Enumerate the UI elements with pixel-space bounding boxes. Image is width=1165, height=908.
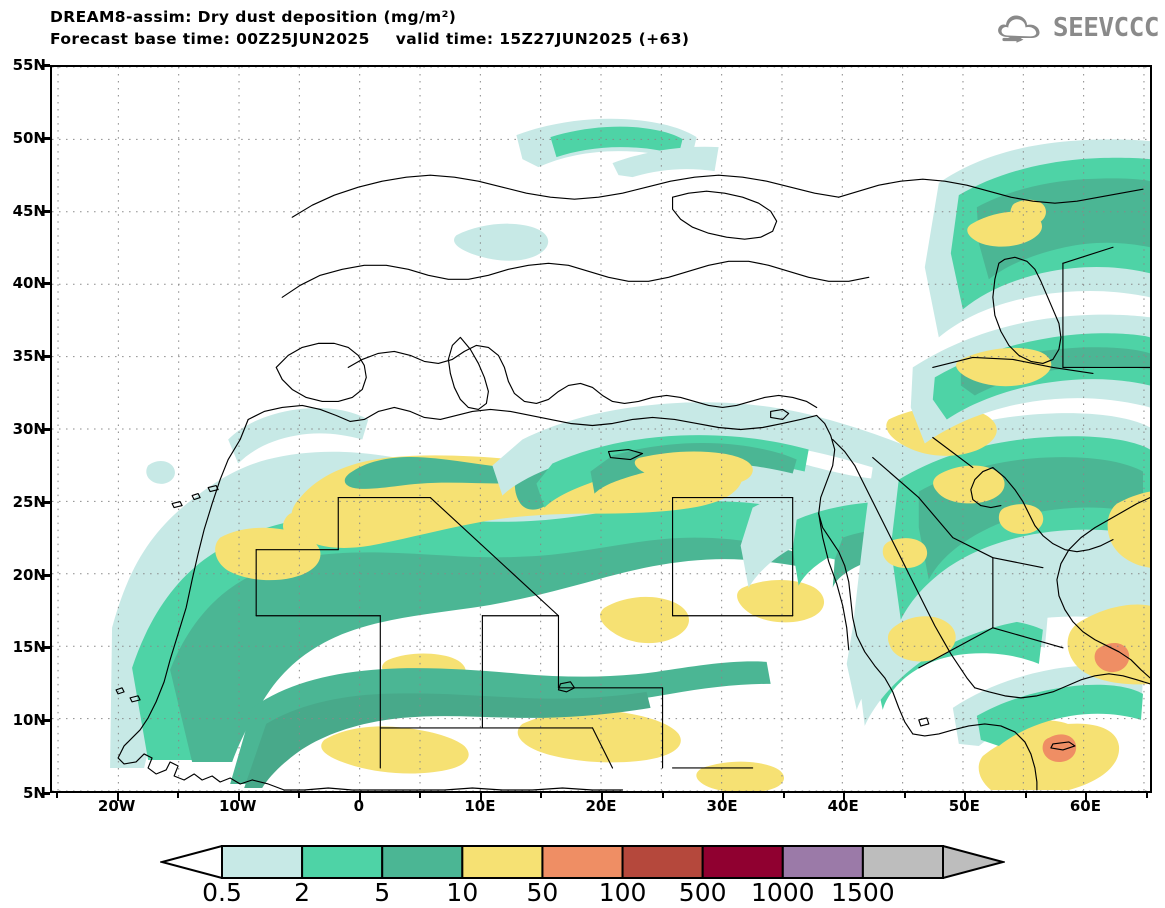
colorbar-tick-label: 1500	[831, 878, 895, 907]
x-axis-tick	[843, 792, 846, 801]
colorbar-band	[861, 845, 945, 879]
colorbar-tick-label: 100	[598, 878, 647, 907]
colorbar-tick-label: 500	[678, 878, 727, 907]
colorbar-tick-label: 2	[294, 878, 311, 907]
x-axis-tick-label: 20W	[97, 797, 136, 815]
colorbar-band	[541, 845, 624, 879]
y-axis-tick	[41, 65, 50, 67]
y-axis-tick	[41, 210, 50, 213]
x-axis-tick	[479, 792, 482, 801]
colorbar-tick-label: 10	[446, 878, 479, 907]
y-axis-tick-label: 35N	[12, 347, 46, 366]
x-axis-tick	[177, 792, 180, 798]
y-axis-tick-label: 30N	[12, 420, 46, 438]
colorbar-under-arrow	[160, 845, 223, 879]
dust-deposition-field	[52, 67, 1150, 791]
y-axis-tick	[41, 720, 50, 723]
colorbar-band	[621, 845, 704, 879]
x-axis-tick-label: 30E	[706, 797, 738, 815]
y-axis-tick-label: 10N	[12, 711, 46, 730]
y-axis-tick-label: 45N	[12, 201, 46, 220]
colorbar-tick-label: 1000	[750, 878, 815, 907]
x-axis-tick-label: 60E	[1069, 797, 1101, 815]
forecast-valid-time: valid time: 15Z27JUN2025 (+63)	[395, 30, 690, 48]
x-axis-tick	[358, 792, 361, 801]
x-axis-tick	[903, 792, 906, 798]
y-axis-tick	[41, 574, 50, 577]
x-axis-tick-label: 40E	[827, 797, 859, 815]
colorbar-band	[781, 845, 864, 879]
colorbar	[160, 845, 1005, 879]
y-axis-tick	[41, 137, 50, 140]
contour-fill-layer	[110, 118, 1150, 791]
x-axis-tick-label: 50E	[948, 797, 980, 815]
logo-text: SEEVCCC	[1052, 13, 1160, 43]
header-line-2: Forecast base time: 00Z25JUN2025 valid ti…	[50, 28, 950, 50]
colorbar-tick-label: 50	[526, 878, 559, 907]
x-axis-tick-label: 0	[353, 797, 365, 815]
x-axis-tick	[782, 792, 785, 798]
y-axis-tick	[41, 793, 50, 795]
colorbar-tick-label: 0.5	[202, 878, 242, 907]
x-axis-tick	[1024, 792, 1027, 798]
x-axis-tick	[56, 792, 59, 798]
y-axis-tick-label: 50N	[12, 128, 46, 147]
seevccc-logo: SEEVCCC	[994, 8, 1160, 48]
x-axis-tick	[964, 792, 967, 801]
colorbar-band	[701, 845, 784, 879]
y-axis-tick	[41, 429, 50, 431]
x-axis-tick	[540, 792, 543, 798]
x-axis-tick	[116, 792, 119, 801]
y-axis-tick-label: 25N	[12, 492, 46, 511]
x-axis-tick	[237, 792, 240, 801]
x-axis-tick-label: 20E	[585, 797, 617, 815]
y-axis-tick	[41, 283, 50, 286]
y-axis-tick-label: 40N	[12, 274, 46, 293]
y-axis-tick-label: 5N	[23, 784, 46, 802]
colorbar-over-arrow	[942, 845, 1005, 879]
y-axis-tick	[41, 356, 50, 359]
cloud-wind-icon	[997, 15, 1040, 43]
x-axis-tick	[419, 792, 422, 798]
x-axis-tick	[1085, 792, 1088, 801]
x-axis-tick	[1145, 792, 1148, 798]
x-axis-tick-label: 10E	[464, 797, 496, 815]
y-axis-tick	[41, 647, 50, 650]
colorbar-band	[381, 845, 464, 879]
y-axis-tick-label: 20N	[12, 565, 46, 584]
x-axis-tick-label: 10W	[218, 797, 257, 815]
y-axis-tick	[41, 501, 50, 504]
map-plot-area	[50, 65, 1152, 793]
colorbar-band	[461, 845, 544, 879]
x-axis-tick	[298, 792, 301, 798]
colorbar-band	[221, 845, 304, 879]
y-axis-tick-label: 15N	[12, 638, 46, 657]
forecast-base-time: Forecast base time: 00Z25JUN2025	[50, 30, 370, 48]
y-axis-tick-label: 55N	[12, 56, 46, 74]
x-axis-tick	[722, 792, 725, 801]
coastline-layer	[115, 174, 1150, 791]
colorbar-tick-label: 5	[374, 878, 391, 907]
x-axis-tick	[661, 792, 664, 798]
chart-header: DREAM8-assim: Dry dust deposition (mg/m²…	[50, 6, 950, 56]
header-line-1: DREAM8-assim: Dry dust deposition (mg/m²…	[50, 8, 457, 26]
colorbar-tick-labels: 0.5 2 5 10 50 100 500 1000 1500	[0, 878, 1165, 908]
x-axis-tick	[601, 792, 603, 801]
colorbar-band	[301, 845, 384, 879]
